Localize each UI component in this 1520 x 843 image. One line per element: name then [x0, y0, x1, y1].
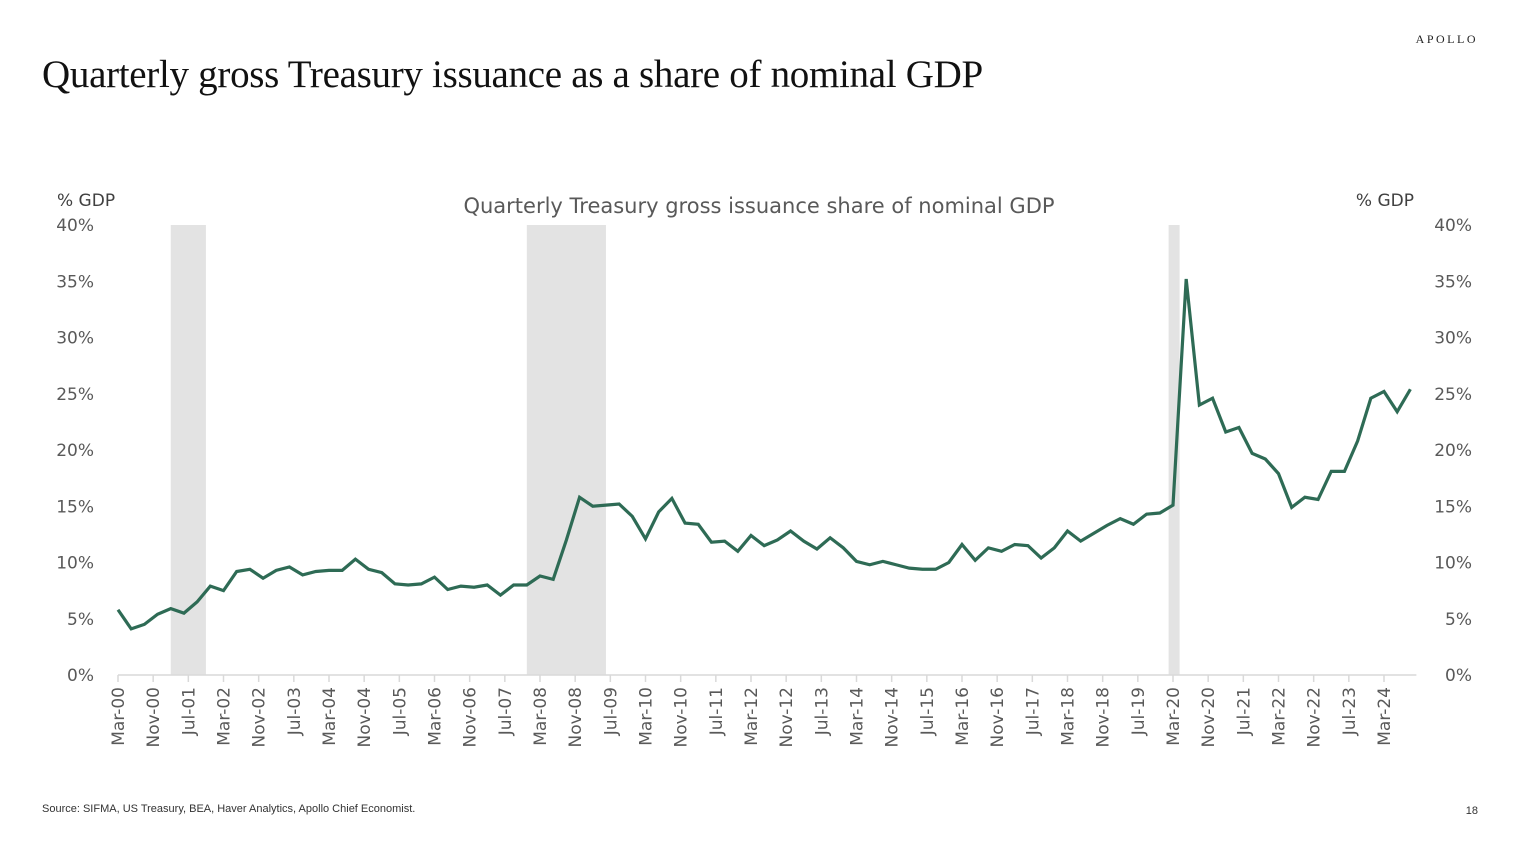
y-tick-label-right: 25%: [1434, 385, 1472, 405]
y-tick-label-left: 10%: [56, 554, 94, 574]
x-tick-label: Jul-13: [812, 687, 832, 736]
page-number: 18: [1465, 805, 1478, 817]
recession-band: [526, 225, 606, 675]
y-tick-label-right: 5%: [1445, 610, 1472, 630]
y-axis-right-ticks: 0% 5% 10% 15% 20% 25% 30% 35% 40%: [1434, 216, 1472, 686]
x-tick-label: Nov-02: [250, 687, 270, 748]
recession-band: [1168, 225, 1180, 675]
x-tick-label: Mar-14: [848, 687, 868, 746]
x-tick-label: Nov-18: [1094, 687, 1114, 748]
y-tick-label-left: 30%: [56, 329, 94, 349]
y-tick-label-right: 15%: [1434, 497, 1472, 517]
x-tick-label: Jul-15: [918, 687, 938, 736]
x-tick-label: Jul-03: [285, 687, 305, 736]
y-tick-label-left: 0%: [67, 666, 94, 686]
y-tick-label-right: 0%: [1445, 666, 1472, 686]
x-tick-label: Mar-06: [426, 687, 446, 746]
x-tick-label: Mar-12: [742, 687, 762, 746]
y-axis-left-title: % GDP: [57, 191, 115, 211]
x-tick-label: Jul-17: [1023, 687, 1043, 736]
x-tick-label: Mar-00: [109, 687, 129, 746]
y-axis-left-ticks: 0% 5% 10% 15% 20% 25% 30% 35% 40%: [56, 216, 94, 686]
x-tick-label: Jul-09: [601, 687, 621, 736]
x-tick-label: Jul-07: [496, 687, 516, 736]
x-tick-label: Mar-08: [531, 687, 551, 746]
x-tick-label: Mar-16: [953, 687, 973, 746]
x-tick-label: Mar-10: [637, 687, 657, 746]
x-tick-label: Nov-12: [777, 687, 797, 748]
x-tick-label: Nov-20: [1199, 687, 1219, 748]
x-tick-label: Nov-08: [566, 687, 586, 748]
x-tick-label: Mar-24: [1375, 687, 1395, 746]
x-tick-label: Mar-18: [1059, 687, 1079, 746]
x-tick-label: Jul-11: [707, 687, 727, 736]
source-note: Source: SIFMA, US Treasury, BEA, Haver A…: [42, 803, 416, 815]
x-tick-label: Jul-01: [179, 687, 199, 736]
brand-logo: APOLLO: [1415, 32, 1478, 46]
x-tick-label: Nov-10: [672, 687, 692, 748]
x-axis-ticks: Mar-00 Nov-00 Jul-01 Mar-02 Nov-02 Jul-03 Mar-…: [109, 675, 1395, 748]
x-tick-label: Jul-21: [1234, 687, 1254, 736]
y-tick-label-left: 35%: [56, 272, 94, 292]
x-tick-label: Nov-04: [355, 687, 375, 748]
x-tick-label: Mar-02: [215, 687, 235, 746]
y-tick-label-left: 40%: [56, 216, 94, 236]
x-tick-label: Nov-14: [883, 687, 903, 748]
y-tick-label-right: 10%: [1434, 554, 1472, 574]
x-tick-label: Nov-06: [461, 687, 481, 748]
x-tick-label: Jul-23: [1340, 687, 1360, 736]
series-points: [118, 279, 1410, 629]
y-tick-label-left: 20%: [56, 441, 94, 461]
x-tick-label: Jul-19: [1129, 687, 1149, 736]
y-tick-label-right: 35%: [1434, 272, 1472, 292]
y-tick-label-left: 15%: [56, 497, 94, 517]
x-tick-label: Mar-20: [1164, 687, 1184, 746]
x-tick-label: Jul-05: [390, 687, 410, 736]
series-line: [116, 278, 1412, 631]
x-tick-label: Nov-00: [144, 687, 164, 748]
y-tick-label-right: 30%: [1434, 329, 1472, 349]
y-axis-right-title: % GDP: [1356, 191, 1414, 211]
recession-bands: [170, 225, 1180, 675]
x-tick-label: Nov-16: [988, 687, 1008, 748]
chart-title: Quarterly Treasury gross issuance share …: [463, 194, 1054, 218]
x-tick-label: Mar-04: [320, 687, 340, 746]
x-tick-label: Mar-22: [1270, 687, 1290, 746]
x-tick-label: Nov-22: [1305, 687, 1325, 748]
y-tick-label-right: 40%: [1434, 216, 1472, 236]
page-title: Quarterly gross Treasury issuance as a s…: [42, 53, 983, 96]
y-tick-label-right: 20%: [1434, 441, 1472, 461]
y-tick-label-left: 5%: [67, 610, 94, 630]
y-tick-label-left: 25%: [56, 385, 94, 405]
